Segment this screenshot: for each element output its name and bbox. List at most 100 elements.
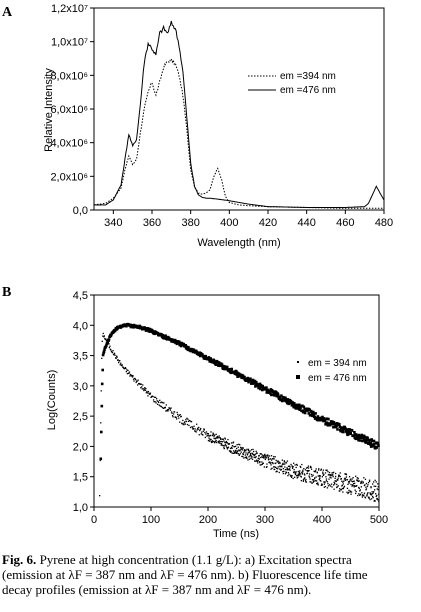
data-point-em-394: [371, 491, 373, 493]
data-point-em-394: [158, 401, 160, 403]
data-point-em-394: [339, 472, 341, 474]
data-point-em-394: [257, 460, 259, 462]
data-point-em-394: [211, 441, 213, 443]
y-tick-label: 1,2x10⁷: [51, 3, 88, 15]
data-point-em-394: [169, 408, 171, 410]
data-point-em-476: [293, 403, 296, 407]
y-axis-ticks: 1,0 1,5 2,0 2,5 3,0 3,5 4,0 4,5: [73, 290, 94, 514]
data-point-em-476: [192, 348, 196, 352]
data-point-em-394: [162, 407, 164, 409]
data-point-em-394: [145, 388, 147, 390]
data-point-em-394: [176, 411, 178, 414]
data-point-em-394: [333, 484, 335, 486]
data-point-em-394: [308, 475, 310, 477]
data-point-em-394: [372, 483, 374, 485]
data-point-em-394: [314, 470, 316, 473]
data-point-em-394: [260, 456, 262, 459]
data-point-em-394: [213, 437, 215, 439]
data-point-em-394: [284, 466, 286, 468]
data-point-em-394: [235, 445, 237, 447]
data-point-em-394: [120, 362, 122, 364]
y-tick-label: 4,0x10⁶: [50, 138, 88, 150]
data-point-em-394: [320, 469, 322, 471]
caption-line: decay profiles (emission at λF = 387 nm …: [2, 582, 312, 597]
series-group: [93, 20, 385, 209]
data-point-em-394: [327, 471, 329, 473]
data-point-em-394: [180, 415, 182, 417]
data-point-em-394: [301, 463, 303, 466]
data-point-em-394: [227, 438, 229, 441]
data-point-em-394: [335, 472, 337, 475]
data-point-em-476: [214, 363, 218, 366]
data-point-em-394: [361, 480, 363, 482]
data-point-em-476: [307, 412, 311, 415]
data-point-em-394: [264, 457, 266, 459]
data-point-em-476: [368, 438, 371, 442]
data-point-em-394: [208, 435, 211, 437]
data-point-em-394: [199, 428, 201, 431]
data-point-em-394: [370, 487, 372, 489]
data-point-em-394: [281, 464, 283, 466]
data-point-em-394: [263, 454, 265, 456]
data-point-em-476: [259, 387, 262, 391]
data-point-em-394: [179, 421, 181, 423]
data-point-em-476: [116, 327, 119, 330]
data-point-em-394: [249, 454, 252, 456]
data-point-em-394: [264, 453, 266, 455]
data-point-em-394: [250, 457, 252, 460]
data-point-em-394: [290, 476, 293, 478]
data-point-em-394: [141, 386, 143, 388]
data-point-em-394: [103, 335, 105, 337]
data-point-em-476: [184, 344, 187, 347]
data-point-em-476: [341, 429, 345, 432]
data-point-em-476: [280, 394, 283, 397]
data-point-em-394: [310, 481, 312, 483]
data-point-em-394: [288, 468, 291, 470]
data-point-em-476: [373, 442, 376, 446]
data-point-em-394: [152, 395, 154, 398]
data-point-em-394: [261, 454, 263, 456]
data-point-em-394: [177, 413, 179, 416]
x-tick-label: 380: [181, 217, 199, 229]
data-point-em-476: [327, 417, 330, 421]
data-point-em-394: [244, 454, 246, 456]
data-point-em-394: [325, 469, 327, 471]
data-point-em-476: [359, 436, 363, 439]
data-point-em-476: [316, 415, 320, 418]
data-point-em-394: [271, 462, 274, 464]
data-point-em-476: [361, 439, 364, 443]
data-point-em-394: [310, 466, 312, 468]
data-point-em-394: [339, 475, 341, 478]
data-point-em-394: [339, 490, 341, 492]
data-point-em-394: [160, 405, 162, 408]
data-point-em-394: [246, 457, 248, 459]
data-point-em-394: [343, 478, 346, 480]
data-point-em-394: [254, 460, 256, 462]
data-point-em-476: [265, 386, 268, 389]
data-point-em-476: [312, 413, 316, 417]
data-point-em-394: [232, 441, 235, 443]
data-point-em-394: [159, 399, 161, 401]
data-point-em-394: [273, 466, 275, 468]
data-point-em-394: [282, 462, 284, 465]
data-point-em-394: [246, 454, 249, 456]
data-point-em-394: [115, 357, 117, 360]
data-point-em-394: [160, 401, 162, 404]
data-point-em-394: [245, 456, 248, 458]
data-point-em-394: [102, 335, 104, 337]
data-point-em-394: [324, 472, 327, 474]
data-point-em-394: [143, 389, 145, 392]
data-point-em-394: [287, 472, 290, 474]
data-point-em-394: [283, 460, 285, 462]
data-point-em-394: [164, 406, 166, 408]
data-point-em-394: [228, 443, 231, 445]
data-point-em-394: [305, 478, 307, 481]
data-point-em-394: [170, 407, 172, 409]
data-point-em-394: [191, 427, 194, 429]
data-point-em-394: [236, 452, 238, 454]
x-axis-ticks: 0 100 200 300 400 500: [91, 507, 388, 526]
data-point-em-394: [279, 462, 281, 464]
data-point-em-394: [284, 468, 287, 471]
data-point-em-394: [302, 471, 304, 473]
data-point-em-476: [185, 345, 188, 349]
